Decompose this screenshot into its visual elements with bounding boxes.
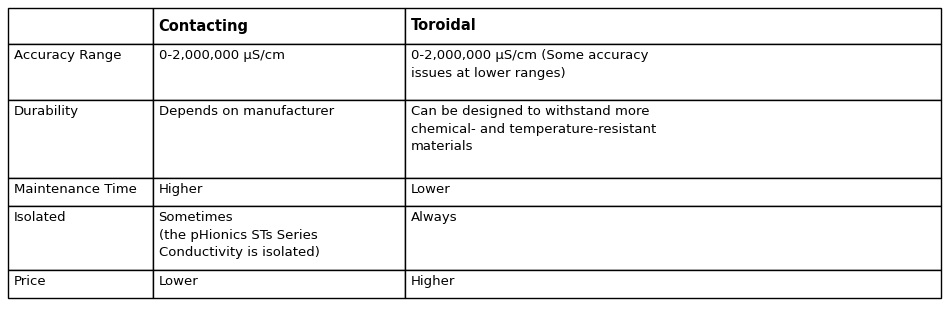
Bar — [8, 178, 153, 206]
Bar — [153, 270, 404, 298]
Bar — [153, 100, 404, 178]
Text: Higher: Higher — [158, 183, 203, 196]
Bar — [8, 270, 153, 298]
Bar — [153, 8, 404, 44]
Text: 0-2,000,000 μS/cm: 0-2,000,000 μS/cm — [158, 49, 285, 62]
Bar — [404, 100, 941, 178]
Bar — [8, 8, 153, 44]
Text: Contacting: Contacting — [158, 18, 249, 33]
Bar — [8, 206, 153, 270]
Bar — [153, 178, 404, 206]
Text: Durability: Durability — [14, 105, 79, 118]
Bar — [404, 178, 941, 206]
Text: Maintenance Time: Maintenance Time — [14, 183, 137, 196]
Bar — [404, 44, 941, 100]
Bar — [153, 206, 404, 270]
Text: Accuracy Range: Accuracy Range — [14, 49, 121, 62]
Bar — [8, 44, 153, 100]
Bar — [153, 44, 404, 100]
Text: Price: Price — [14, 275, 47, 288]
Text: Higher: Higher — [411, 275, 455, 288]
Bar — [404, 270, 941, 298]
Text: Always: Always — [411, 211, 457, 224]
Text: Toroidal: Toroidal — [411, 18, 476, 33]
Text: Can be designed to withstand more
chemical- and temperature-resistant
materials: Can be designed to withstand more chemic… — [411, 105, 656, 153]
Text: 0-2,000,000 μS/cm (Some accuracy
issues at lower ranges): 0-2,000,000 μS/cm (Some accuracy issues … — [411, 49, 648, 79]
Bar — [404, 8, 941, 44]
Bar — [404, 206, 941, 270]
Text: Sometimes
(the pHionics STs Series
Conductivity is isolated): Sometimes (the pHionics STs Series Condu… — [158, 211, 320, 259]
Text: Isolated: Isolated — [14, 211, 66, 224]
Text: Lower: Lower — [411, 183, 450, 196]
Text: Lower: Lower — [158, 275, 198, 288]
Bar — [8, 100, 153, 178]
Text: Depends on manufacturer: Depends on manufacturer — [158, 105, 334, 118]
